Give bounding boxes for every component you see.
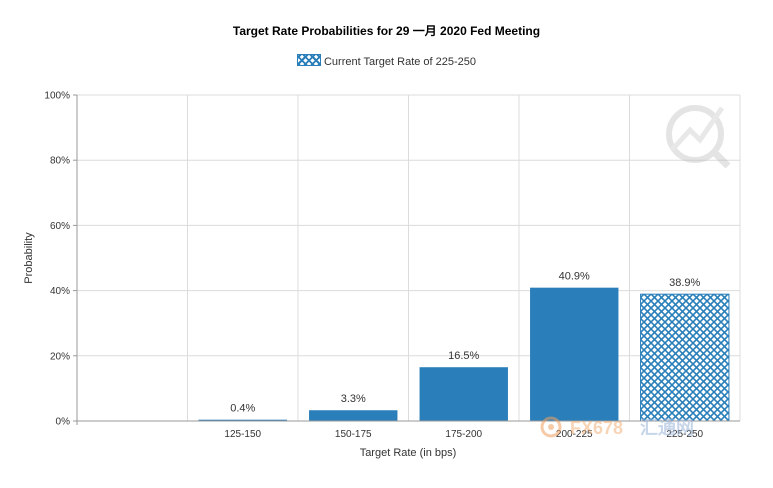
y-tick-label: 20%	[50, 351, 70, 362]
x-tick-label-175-200: 175-200	[445, 429, 482, 440]
y-tick-label: 0%	[56, 417, 71, 428]
y-tick-label: 80%	[50, 156, 70, 167]
data-label-200-225: 40.9%	[559, 271, 590, 283]
legend-swatch-hatched	[296, 54, 321, 66]
legend: Current Target Rate of 225-250	[0, 54, 773, 68]
bar-175-200	[419, 367, 508, 421]
y-tick-label: 40%	[50, 286, 70, 297]
x-tick-label-225-250: 225-250	[666, 429, 703, 440]
bar-150-175	[309, 410, 398, 421]
x-tick-label-150-175: 150-175	[335, 429, 372, 440]
data-labels: 0.4% 3.3% 16.5% 40.9% 38.9%	[230, 271, 700, 415]
bar-225-250	[640, 293, 730, 422]
bars	[198, 287, 730, 422]
watermark-brand: FX678 汇通网	[540, 416, 694, 438]
x-axis-label: Target Rate (in bps)	[360, 447, 457, 459]
watermark-brand-text: FX678	[570, 418, 623, 438]
bar-125-150	[198, 419, 287, 421]
data-label-175-200: 16.5%	[448, 350, 479, 362]
watermark-logo	[666, 105, 731, 169]
y-tick-label: 100%	[44, 91, 70, 102]
x-tick-label-200-225: 200-225	[556, 429, 593, 440]
bar-200-225	[530, 287, 619, 421]
y-axis-label: Probability	[23, 232, 35, 284]
axes: 0% 20% 40% 60% 80% 100% 125-150 150-175 175-200 2…	[44, 91, 740, 440]
y-tick-label: 60%	[50, 221, 70, 232]
data-label-150-175: 3.3%	[341, 393, 366, 405]
watermark-suffix-text: 汇通网	[640, 418, 694, 438]
data-label-225-250: 38.9%	[669, 277, 700, 289]
x-tick-label-125-150: 125-150	[224, 429, 261, 440]
legend-label: Current Target Rate of 225-250	[323, 56, 477, 68]
chart-title: Target Rate Probabilities for 29 一月 2020…	[232, 24, 541, 38]
data-label-125-150: 0.4%	[230, 403, 255, 415]
